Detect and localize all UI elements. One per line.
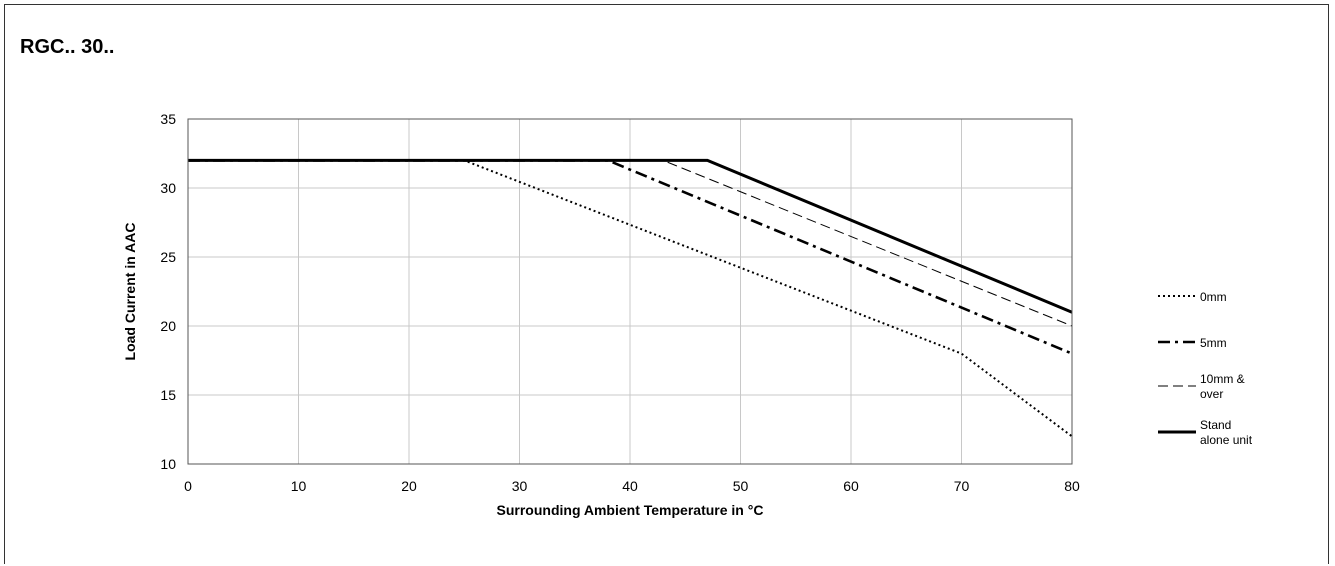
x-tick-label: 10 <box>291 478 307 494</box>
plot-border <box>187 118 1073 465</box>
x-tick-label: 40 <box>622 478 638 494</box>
figure-title: RGC.. 30.. <box>20 36 115 58</box>
y-tick-label: 15 <box>160 387 176 403</box>
y-axis-label: Load Current in AAC <box>122 223 138 361</box>
y-tick-label: 35 <box>160 111 176 127</box>
legend-label-0: 0mm <box>1200 290 1227 304</box>
x-tick-label: 20 <box>401 478 417 494</box>
series-line-3 <box>188 158 1073 314</box>
x-tick-label: 0 <box>184 478 192 494</box>
x-tick-label: 80 <box>1064 478 1080 494</box>
series-lines <box>188 158 1073 438</box>
x-axis-label: Surrounding Ambient Temperature in °C <box>497 502 764 518</box>
x-tick-label: 30 <box>512 478 528 494</box>
legend-label-2: over <box>1200 387 1223 401</box>
axes: 0 10 20 30 40 50 60 70 80 10 15 20 25 30 35 Surrounding… <box>122 111 1080 518</box>
legend-label-2: 10mm & <box>1200 372 1245 386</box>
y-tick-label: 10 <box>160 456 176 472</box>
y-tick-label: 20 <box>160 318 176 334</box>
legend-label-1: 5mm <box>1200 336 1227 350</box>
legend-label-3: alone unit <box>1200 433 1253 447</box>
legend-label-3: Stand <box>1200 418 1231 432</box>
figure-frame <box>4 4 1329 564</box>
x-tick-label: 70 <box>954 478 970 494</box>
y-tick-label: 30 <box>160 180 176 196</box>
x-tick-label: 60 <box>843 478 859 494</box>
x-tick-label: 50 <box>733 478 749 494</box>
y-tick-label: 25 <box>160 249 176 265</box>
